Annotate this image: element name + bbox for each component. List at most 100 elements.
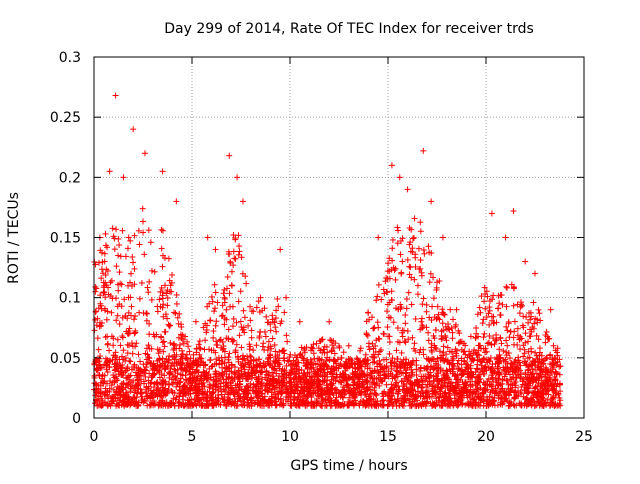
data-point [256,356,263,363]
data-point [374,293,381,300]
data-point [519,302,526,309]
data-point [425,337,432,344]
data-point [165,255,172,262]
data-point [161,372,168,379]
data-point [159,263,166,270]
data-point [116,241,123,248]
data-point [223,402,230,409]
data-point [104,341,111,348]
data-point [113,317,120,324]
data-point [498,340,505,347]
data-point [196,338,203,345]
x-tick-label: 20 [477,429,495,445]
data-point [517,362,524,369]
data-point [135,351,142,358]
data-point [516,310,523,317]
data-point [542,339,549,346]
data-point [449,335,456,342]
data-point [483,367,490,374]
data-point [116,321,123,328]
data-point [166,323,173,330]
data-point [168,271,175,278]
data-point [130,259,137,266]
data-point [510,302,517,309]
data-point [207,317,214,324]
data-point [128,270,135,277]
data-point [162,328,169,335]
data-point [272,324,279,331]
data-point [488,313,495,320]
data-point [366,346,373,353]
data-point [533,402,540,409]
data-point [155,350,162,357]
data-point [340,349,347,356]
data-point [504,342,511,349]
data-point [109,225,116,232]
data-point-peak [404,186,411,193]
data-point [346,394,353,401]
data-point [211,281,218,288]
data-point-peak [375,234,382,241]
data-point [474,311,481,318]
data-point [232,255,239,262]
x-tick-label: 5 [188,429,197,445]
data-point [514,325,521,332]
data-point [455,397,462,404]
data-point [393,398,400,405]
data-point [418,318,425,325]
data-point [419,301,426,308]
data-point [146,331,153,338]
data-point [425,243,432,250]
data-point [374,398,381,405]
data-point [328,399,335,406]
data-point [392,276,399,283]
data-point [337,402,344,409]
data-points-layer [91,92,564,409]
data-point [154,308,161,315]
data-point-peak [106,168,113,175]
data-point-peak [488,210,495,217]
data-point [267,327,274,334]
y-tick-label: 0.25 [50,110,81,126]
data-point [101,378,108,385]
data-point [487,354,494,361]
data-point [417,257,424,264]
data-point [180,359,187,366]
data-point [130,316,137,323]
data-point [403,305,410,312]
data-point [495,305,502,312]
data-point [131,265,138,272]
data-point [423,308,430,315]
data-point [228,268,235,275]
data-point [228,282,235,289]
data-point [112,295,119,302]
data-point [372,390,379,397]
x-tick-label: 10 [281,429,299,445]
data-point [435,397,442,404]
data-point [234,398,241,405]
data-point [136,241,143,248]
data-point [167,340,174,347]
data-point [281,309,288,316]
data-point [248,402,255,409]
data-point [409,245,416,252]
data-point [384,268,391,275]
data-point [166,353,173,360]
data-point [531,398,538,405]
x-tick-label: 25 [575,429,593,445]
data-point [259,343,266,350]
data-point [535,306,542,313]
data-point [125,373,132,380]
data-point [413,372,420,379]
data-point [107,279,114,286]
data-point [402,320,409,327]
data-point [272,394,279,401]
data-point [374,319,381,326]
data-point [280,401,287,408]
data-point [227,258,234,265]
data-point [111,246,118,253]
data-point-peak [547,306,554,313]
data-point [245,322,252,329]
data-point [248,327,255,334]
